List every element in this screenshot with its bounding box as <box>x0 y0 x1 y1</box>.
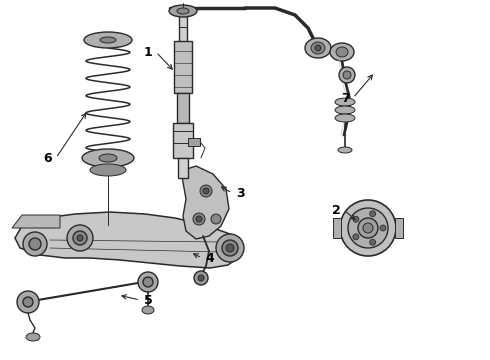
Text: 2: 2 <box>332 203 341 216</box>
Ellipse shape <box>99 154 117 162</box>
Ellipse shape <box>17 291 39 313</box>
Ellipse shape <box>315 45 321 51</box>
Ellipse shape <box>348 208 388 248</box>
Ellipse shape <box>142 306 154 314</box>
Text: 7: 7 <box>341 91 349 104</box>
Ellipse shape <box>23 297 33 307</box>
Ellipse shape <box>26 333 40 341</box>
Ellipse shape <box>196 216 202 222</box>
Ellipse shape <box>335 98 355 106</box>
Ellipse shape <box>100 37 116 43</box>
Ellipse shape <box>363 223 373 233</box>
Ellipse shape <box>330 43 354 61</box>
Bar <box>333 218 341 238</box>
Ellipse shape <box>311 42 325 54</box>
Ellipse shape <box>222 240 238 256</box>
Ellipse shape <box>369 211 376 217</box>
Bar <box>395 218 403 238</box>
Ellipse shape <box>84 32 132 48</box>
Bar <box>174 41 192 93</box>
Ellipse shape <box>198 275 204 281</box>
Ellipse shape <box>29 238 41 250</box>
Ellipse shape <box>169 5 197 17</box>
Ellipse shape <box>340 200 396 256</box>
Ellipse shape <box>353 234 359 240</box>
Ellipse shape <box>353 216 359 222</box>
Ellipse shape <box>380 225 386 231</box>
Ellipse shape <box>67 225 93 251</box>
Ellipse shape <box>343 71 351 79</box>
Ellipse shape <box>335 106 355 114</box>
Ellipse shape <box>138 272 158 292</box>
Bar <box>188 138 200 146</box>
Ellipse shape <box>216 234 244 262</box>
Ellipse shape <box>193 213 205 225</box>
Text: 3: 3 <box>236 186 245 199</box>
Polygon shape <box>15 212 242 268</box>
Ellipse shape <box>358 218 378 238</box>
Ellipse shape <box>177 8 189 14</box>
Text: 1: 1 <box>144 45 152 59</box>
Bar <box>173 123 193 158</box>
Ellipse shape <box>82 149 134 167</box>
Ellipse shape <box>203 188 209 194</box>
Ellipse shape <box>200 185 212 197</box>
Ellipse shape <box>226 244 234 252</box>
Polygon shape <box>12 215 60 228</box>
Ellipse shape <box>143 277 153 287</box>
Text: 4: 4 <box>206 252 215 265</box>
Ellipse shape <box>335 114 355 122</box>
Ellipse shape <box>73 231 87 245</box>
Ellipse shape <box>77 235 83 241</box>
Text: 5: 5 <box>144 293 152 306</box>
Ellipse shape <box>339 67 355 83</box>
Text: 6: 6 <box>44 152 52 165</box>
Bar <box>178 158 188 178</box>
Ellipse shape <box>211 214 221 224</box>
Bar <box>179 15 187 43</box>
Ellipse shape <box>23 232 47 256</box>
Ellipse shape <box>194 271 208 285</box>
Ellipse shape <box>305 38 331 58</box>
Ellipse shape <box>336 47 348 57</box>
Ellipse shape <box>369 239 376 245</box>
Polygon shape <box>181 166 229 239</box>
Bar <box>177 93 189 123</box>
Ellipse shape <box>90 164 126 176</box>
Ellipse shape <box>338 147 352 153</box>
